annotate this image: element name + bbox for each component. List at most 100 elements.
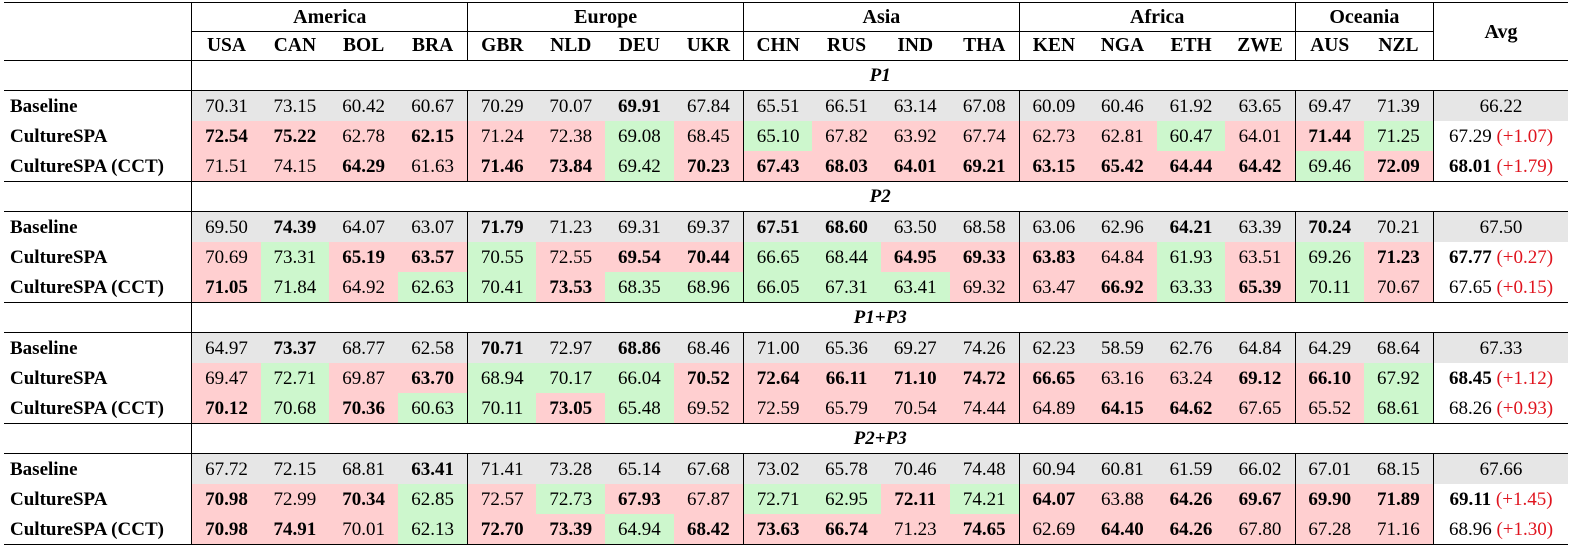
table-cell: 64.92 <box>329 272 398 303</box>
table-cell: 66.74 <box>812 514 881 545</box>
table-cell: 70.01 <box>329 514 398 545</box>
table-cell: 69.32 <box>949 272 1020 303</box>
row-label: CultureSPA (CCT) <box>10 397 164 419</box>
table-cell: 70.71 <box>467 332 537 363</box>
table-cell: 64.44 <box>1156 151 1226 182</box>
table-cell: 73.05 <box>536 393 606 424</box>
header-country-zwe: ZWE <box>1237 35 1283 56</box>
table-cell: 65.19 <box>329 242 398 272</box>
table-cell: 70.24 <box>1294 211 1364 242</box>
section-label-spacer <box>4 423 192 454</box>
section-label-spacer <box>4 181 192 212</box>
header-country-rus: RUS <box>827 35 867 56</box>
table-cell: 69.33 <box>949 242 1020 272</box>
table-cell: 62.69 <box>1018 514 1089 545</box>
table-cell: 65.51 <box>743 90 813 121</box>
table-cell: 68.15 <box>1363 453 1434 484</box>
table-cell: 63.47 <box>1018 272 1089 303</box>
table-cell: 70.69 <box>191 242 261 272</box>
table-cell: 73.02 <box>743 453 813 484</box>
table-cell: 63.50 <box>880 211 950 242</box>
section-header-row: P1 <box>4 60 1568 91</box>
table-cell: 62.15 <box>397 121 468 151</box>
table-cell: 65.48 <box>605 393 674 424</box>
table-cell: 65.14 <box>605 453 674 484</box>
avg-delta: (+1.79) <box>1496 155 1554 177</box>
header-country-nga: NGA <box>1100 35 1145 56</box>
table-cell: 68.81 <box>329 453 398 484</box>
table-cell: 68.64 <box>1363 332 1434 363</box>
header-country-ken: KEN <box>1018 31 1089 61</box>
table-cell: 69.37 <box>673 211 744 242</box>
table-cell: 69.08 <box>605 121 674 151</box>
table-cell: 66.05 <box>743 272 813 303</box>
table-cell: 72.11 <box>880 484 950 514</box>
table-cell: 70.21 <box>1363 211 1434 242</box>
table-cell: 64.26 <box>1156 514 1226 545</box>
table-cell: 66.51 <box>812 90 881 121</box>
header-avg: Avg <box>1433 2 1568 61</box>
table-cell: 68.94 <box>467 363 537 393</box>
section-title: P2 <box>191 181 1568 212</box>
header-country-bra: BRA <box>411 35 454 56</box>
table-cell: 63.57 <box>397 242 468 272</box>
table-cell: 60.46 <box>1088 90 1157 121</box>
table-row: CultureSPA 72.54 75.22 62.78 62.15 71.24 72.38… <box>4 121 1568 151</box>
table-cell: 64.97 <box>191 332 261 363</box>
table-cell: 68.03 <box>812 151 881 182</box>
table-cell: 64.01 <box>880 151 950 182</box>
table-cell: 67.51 <box>743 211 813 242</box>
table-cell: 64.84 <box>1225 332 1296 363</box>
table-cell: 71.23 <box>536 211 606 242</box>
table-cell: 63.39 <box>1225 211 1296 242</box>
table-cell: 67.28 <box>1294 514 1364 545</box>
avg-cell: 67.77 (+0.27) <box>1433 242 1568 272</box>
avg-cell: 68.45 (+1.12) <box>1433 363 1568 393</box>
table-cell: 65.42 <box>1088 151 1157 182</box>
table-cell: 64.15 <box>1088 393 1157 424</box>
table-cell: 70.11 <box>467 393 537 424</box>
table-cell: 63.15 <box>1018 151 1089 182</box>
row-label: CultureSPA <box>10 488 108 510</box>
header-country-chn: CHN <box>743 31 813 61</box>
table-cell: 64.42 <box>1225 151 1296 182</box>
table-row: CultureSPA 70.98 72.99 70.34 62.85 72.57 72.73… <box>4 484 1568 514</box>
table-cell: 62.95 <box>812 484 881 514</box>
table-cell: 69.12 <box>1225 363 1296 393</box>
avg-value: 68.01 <box>1448 155 1492 177</box>
table-cell: 66.65 <box>743 242 813 272</box>
table-cell: 64.84 <box>1088 242 1157 272</box>
table-cell: 62.58 <box>397 332 468 363</box>
table-cell: 74.44 <box>949 393 1020 424</box>
table-cell: 70.36 <box>329 393 398 424</box>
header-group-europe: Europe <box>467 2 744 32</box>
table-cell: 64.21 <box>1156 211 1226 242</box>
table-cell: 63.07 <box>397 211 468 242</box>
table-row: Baseline 64.97 73.37 68.77 62.58 70.71 72.97 68… <box>4 332 1568 363</box>
table-cell: 72.15 <box>260 453 330 484</box>
header-country-nzl: NZL <box>1378 35 1419 56</box>
table-cell: 60.47 <box>1156 121 1226 151</box>
table-cell: 69.91 <box>605 90 674 121</box>
avg-cell: 69.11 (+1.45) <box>1433 484 1568 514</box>
table-cell: 63.41 <box>880 272 950 303</box>
table-cell: 60.42 <box>329 90 398 121</box>
table-cell: 64.40 <box>1088 514 1157 545</box>
table-cell: 62.76 <box>1156 332 1226 363</box>
table-cell: 62.63 <box>397 272 468 303</box>
table-cell: 68.60 <box>812 211 881 242</box>
table-row: CultureSPA (CCT) 70.12 70.68 70.36 60.63 70.1… <box>4 393 1568 424</box>
table-cell: 71.16 <box>1363 514 1434 545</box>
table-cell: 74.26 <box>949 332 1020 363</box>
table-cell: 71.00 <box>743 332 813 363</box>
table-cell: 70.46 <box>880 453 950 484</box>
table-cell: 74.39 <box>260 211 330 242</box>
table-cell: 67.65 <box>1225 393 1296 424</box>
section-header-row: P2+P3 <box>4 423 1568 454</box>
table-cell: 68.61 <box>1363 393 1434 424</box>
table-cell: 63.70 <box>397 363 468 393</box>
table-cell: 67.72 <box>191 453 261 484</box>
header-group-asia: Asia <box>743 2 1020 32</box>
table-cell: 70.11 <box>1294 272 1364 303</box>
table-cell: 63.41 <box>397 453 468 484</box>
